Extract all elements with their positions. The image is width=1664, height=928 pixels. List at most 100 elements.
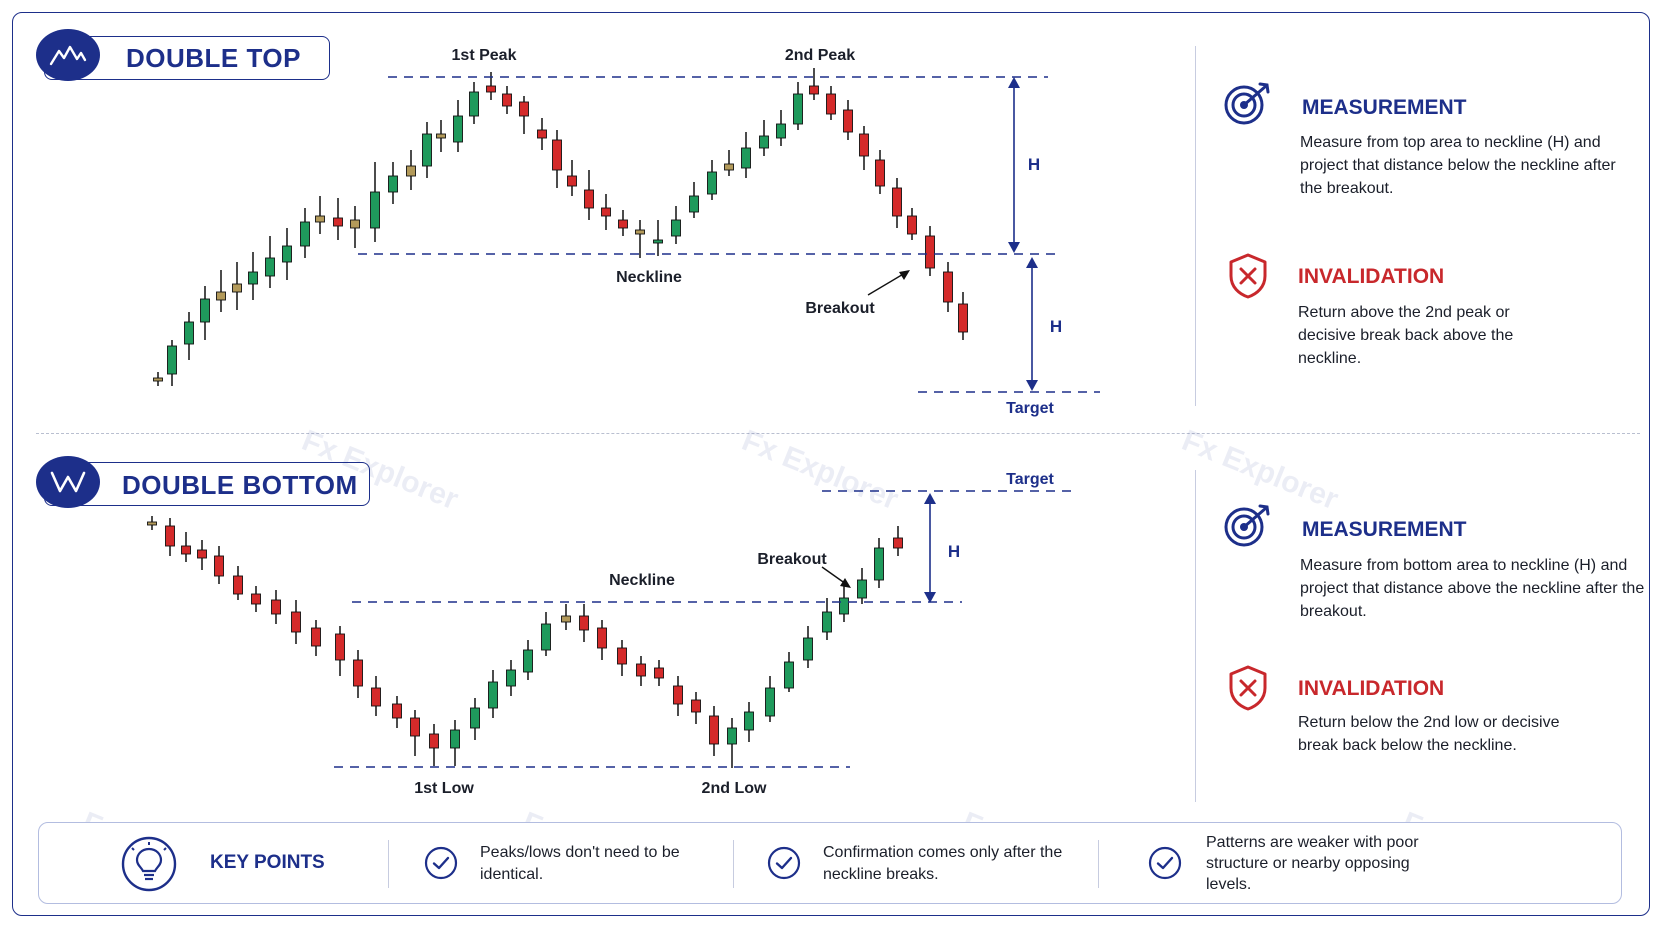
top-height-label-upper: H — [1028, 155, 1040, 174]
key-points-bar — [38, 822, 1622, 904]
double-bottom-candle — [874, 538, 884, 588]
key-point-1-text: Peaks/lows don't need to be identical. — [480, 844, 680, 883]
double-top-candle — [552, 130, 562, 188]
double-bottom-candle — [893, 526, 903, 556]
double-bottom-candle — [803, 626, 813, 668]
double-top-candle — [724, 150, 734, 176]
double-bottom-candle — [429, 724, 439, 766]
target-icon — [1224, 82, 1270, 125]
double-top-candle — [422, 122, 432, 178]
double-top-candle — [776, 110, 786, 146]
double-bottom-candle — [165, 518, 175, 556]
double-bottom-candle — [541, 612, 551, 656]
double-bottom-candle — [709, 706, 719, 756]
double-top-candle — [925, 226, 935, 276]
shield-x-icon — [1229, 665, 1267, 711]
bottom-breakout-label: Breakout — [757, 551, 827, 568]
top-measurement-text: Measure from top area to neckline (H) an… — [1300, 134, 1616, 197]
double-top-candle — [689, 182, 699, 218]
check-circle-icon — [1148, 846, 1182, 880]
top-height-label-lower: H — [1050, 317, 1062, 336]
top-measurement-heading: MEASUREMENT — [1302, 96, 1467, 119]
double-bottom-candle — [636, 656, 646, 686]
double-bottom-candle — [822, 598, 832, 640]
double-bottom-candle — [371, 676, 381, 716]
double-bottom-title-pill — [44, 462, 370, 506]
double-top-candle — [892, 178, 902, 228]
double-bottom-candle — [271, 590, 281, 624]
double-top-candle — [826, 86, 836, 120]
double-bottom-candle — [654, 660, 664, 686]
double-bottom-candle — [579, 604, 589, 642]
double-bottom-candle — [181, 532, 191, 562]
bottom-measurement-heading: MEASUREMENT — [1302, 518, 1467, 541]
double-bottom-candle — [392, 696, 402, 728]
first-peak-label: 1st Peak — [452, 47, 517, 64]
double-bottom-candle — [506, 660, 516, 696]
second-peak-label: 2nd Peak — [785, 47, 855, 64]
double-top-candle — [370, 162, 380, 242]
bottom-target-label: Target — [1006, 471, 1054, 488]
double-bottom-candle — [857, 568, 867, 604]
double-top-candle — [759, 120, 769, 156]
double-top-candle — [907, 208, 917, 240]
double-top-candle — [958, 292, 968, 340]
double-top-candle — [200, 286, 210, 340]
double-top-candle — [167, 340, 177, 386]
top-target-label: Target — [1006, 400, 1054, 417]
top-neckline-label: Neckline — [616, 269, 682, 286]
double-top-candle — [350, 206, 360, 248]
double-top-candle — [671, 206, 681, 244]
first-low-label: 1st Low — [414, 780, 474, 797]
double-top-candle — [809, 68, 819, 100]
double-bottom-candle — [214, 546, 224, 584]
check-circle-icon — [424, 846, 458, 880]
bottom-invalidation-heading: INVALIDATION — [1298, 677, 1445, 700]
double-top-candle — [875, 150, 885, 194]
double-top-candle — [635, 220, 645, 258]
double-bottom-candle — [488, 670, 498, 718]
double-top-candle — [216, 270, 226, 312]
key-separator — [1098, 840, 1099, 888]
double-top-candles — [153, 68, 968, 386]
double-top-candle — [453, 100, 463, 152]
lightbulb-icon — [121, 836, 177, 892]
double-top-candle — [248, 252, 258, 300]
bottom-invalidation-text: Return below the 2nd low or decisive bre… — [1298, 714, 1560, 754]
double-top-candle — [793, 82, 803, 130]
double-bottom-candle — [251, 586, 261, 612]
mountain-peaks-icon — [36, 29, 100, 81]
double-top-candle — [153, 372, 163, 386]
double-bottom-candle — [523, 640, 533, 680]
w-shape-icon — [36, 456, 100, 508]
double-top-candle — [406, 150, 416, 190]
infographic-frame — [12, 12, 1650, 916]
double-top-candle — [537, 118, 547, 150]
double-bottom-candle — [839, 586, 849, 622]
double-bottom-candle — [147, 516, 157, 530]
double-top-candle — [315, 196, 325, 234]
double-top-candle — [333, 198, 343, 240]
key-point-2-text: Confirmation comes only after the neckli… — [823, 844, 1063, 883]
double-top-candle — [653, 220, 663, 256]
double-top-candle — [618, 210, 628, 236]
target-icon — [1224, 504, 1270, 547]
double-bottom-candle — [353, 650, 363, 698]
double-bottom-candle — [470, 698, 480, 740]
key-separator — [388, 840, 389, 888]
double-top-candle — [502, 86, 512, 114]
double-top-candle — [282, 228, 292, 280]
bottom-measurement-text: Measure from bottom area to neckline (H)… — [1300, 557, 1645, 620]
double-bottom-candle — [784, 652, 794, 692]
double-bottom-candle — [197, 540, 207, 570]
check-circle-icon — [767, 846, 801, 880]
double-top-candle — [300, 208, 310, 258]
bottom-breakout-arrow — [821, 566, 847, 585]
double-bottom-candle — [765, 676, 775, 722]
double-top-title: DOUBLE TOP — [126, 43, 301, 73]
double-bottom-title: DOUBLE BOTTOM — [122, 470, 358, 500]
double-top-candle — [601, 194, 611, 230]
double-bottom-candle — [744, 702, 754, 742]
double-bottom-candle — [561, 604, 571, 630]
shield-x-icon — [1229, 253, 1267, 299]
